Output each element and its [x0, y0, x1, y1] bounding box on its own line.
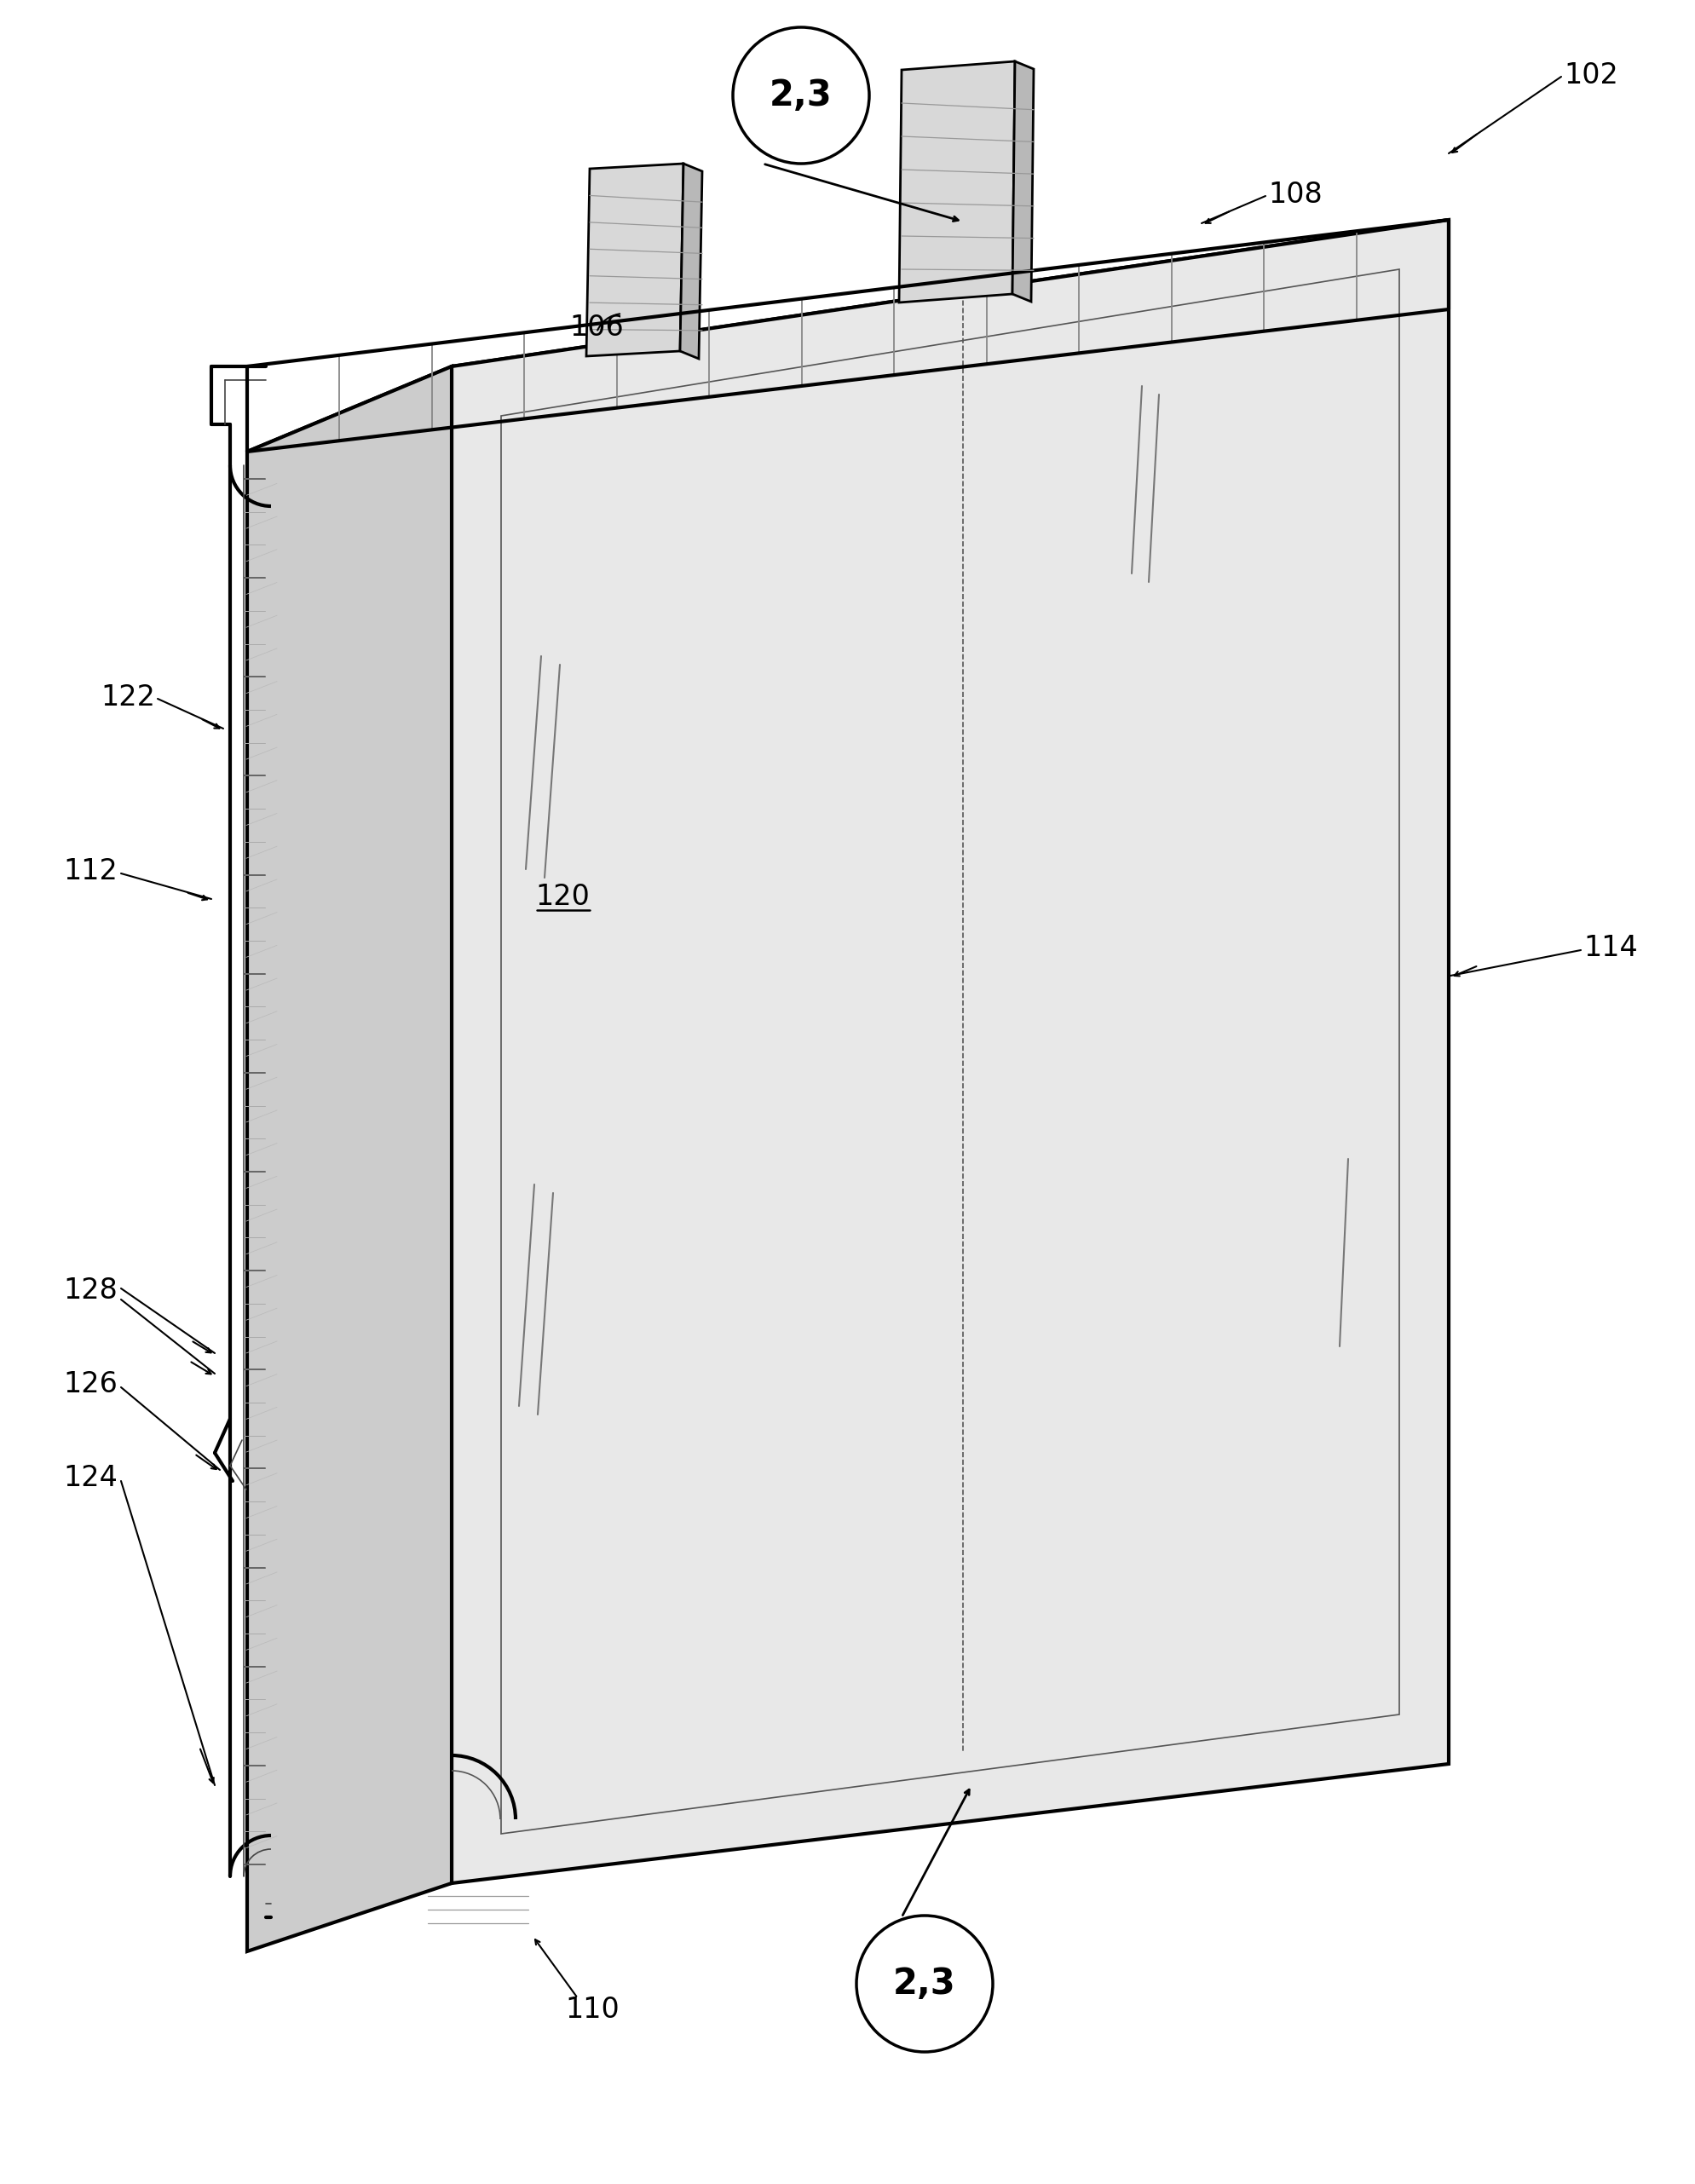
Text: 124: 124: [63, 1465, 117, 1492]
Polygon shape: [247, 367, 451, 1950]
Text: 2,3: 2,3: [893, 1966, 956, 2003]
Polygon shape: [1012, 61, 1034, 301]
Text: 112: 112: [63, 856, 117, 885]
Text: 108: 108: [1268, 181, 1322, 207]
Text: 2,3: 2,3: [770, 79, 832, 114]
Text: 106: 106: [570, 314, 624, 343]
Text: 114: 114: [1583, 933, 1637, 961]
Polygon shape: [680, 164, 702, 358]
Polygon shape: [451, 221, 1449, 1883]
Text: 126: 126: [63, 1372, 117, 1398]
Text: 102: 102: [1564, 61, 1619, 90]
Polygon shape: [247, 221, 1449, 452]
Polygon shape: [586, 164, 683, 356]
Circle shape: [856, 1915, 993, 2053]
Circle shape: [732, 26, 870, 164]
Text: 110: 110: [564, 1996, 619, 2022]
Text: 128: 128: [63, 1278, 117, 1306]
Text: 122: 122: [100, 684, 156, 712]
Text: 120: 120: [536, 882, 590, 911]
Polygon shape: [898, 61, 1015, 304]
